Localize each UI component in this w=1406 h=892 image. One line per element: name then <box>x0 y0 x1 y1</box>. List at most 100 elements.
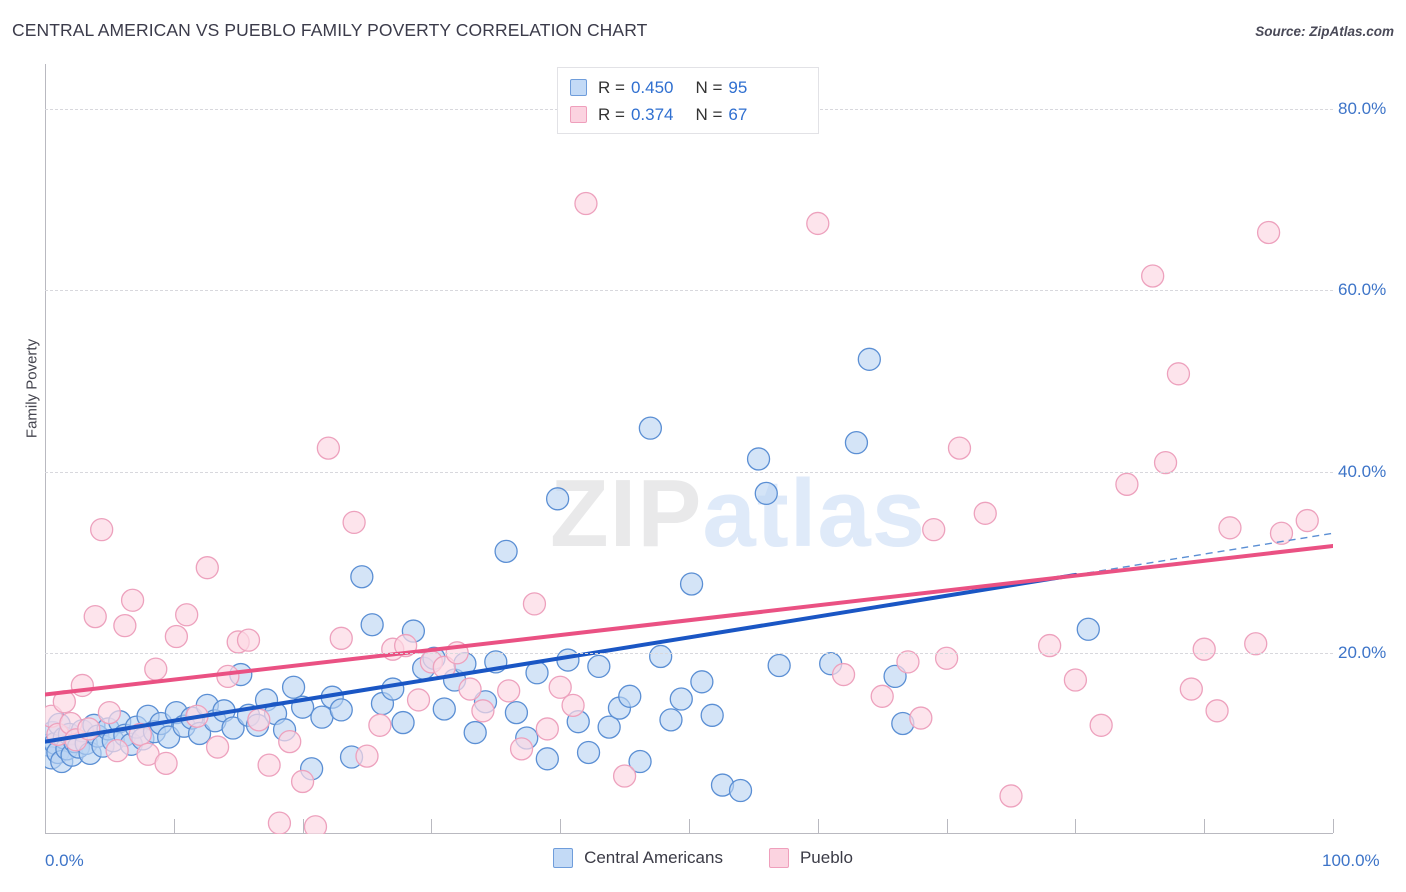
scatter-point <box>973 501 997 525</box>
scatter-point <box>535 747 559 771</box>
scatter-point <box>587 654 611 679</box>
x-tick <box>1075 819 1077 833</box>
scatter-point <box>368 713 392 737</box>
series-legend-item-pueblo[interactable]: Pueblo <box>768 848 853 868</box>
page-title: CENTRAL AMERICAN VS PUEBLO FAMILY POVERT… <box>12 20 648 40</box>
scatter-point <box>360 613 384 637</box>
series-legend-item-central-americans[interactable]: Central Americans <box>553 848 723 868</box>
n-label: N = <box>695 77 723 97</box>
scatter-point <box>278 729 302 754</box>
scatter-point <box>728 778 753 803</box>
x-tick <box>946 819 948 833</box>
scatter-point <box>1076 617 1100 641</box>
stat-row: R = 0.450 N = 95 <box>570 74 806 101</box>
scatter-point <box>1218 516 1242 540</box>
scatter-point <box>281 675 306 699</box>
r-label: R = <box>598 104 625 124</box>
scatter-point <box>1089 713 1113 737</box>
scatter-point <box>1256 220 1281 245</box>
scatter-point <box>1269 521 1294 545</box>
stat-row: R = 0.374 N = 67 <box>570 101 806 128</box>
scatter-point <box>767 653 791 678</box>
x-axis-max-label: 100.0% <box>1322 851 1380 870</box>
scatter-point <box>806 211 830 236</box>
scatter-point <box>922 517 946 542</box>
scatter-point <box>406 688 431 712</box>
scatter-point <box>70 673 94 698</box>
scatter-point <box>83 604 107 629</box>
x-tick <box>689 819 690 833</box>
scatter-point <box>659 708 683 732</box>
scatter-point <box>144 657 168 681</box>
legend-swatch <box>570 79 587 96</box>
scatter-point <box>267 811 292 834</box>
y-tick-label: 20.0% <box>1338 642 1387 662</box>
scatter-point <box>257 753 281 777</box>
scatter-point <box>896 650 920 674</box>
scatter-point <box>669 687 693 711</box>
scatter-point <box>1244 632 1268 656</box>
scatter-point <box>700 703 724 727</box>
x-tick <box>302 819 304 833</box>
scatter-point <box>350 565 374 589</box>
x-tick <box>1333 819 1334 833</box>
r-label: R = <box>598 77 625 97</box>
scatter-point <box>154 751 178 775</box>
x-axis-min-label: 0.0% <box>45 851 84 870</box>
scatter-svg <box>45 191 1333 834</box>
scatter-point <box>870 684 894 708</box>
scatter-point <box>638 416 663 440</box>
legend-swatch <box>570 106 587 123</box>
trendline-extension <box>1075 532 1333 576</box>
scatter-point <box>329 626 353 650</box>
scatter-point <box>1153 450 1178 475</box>
scatter-point <box>216 664 240 689</box>
scatter-point <box>690 670 714 694</box>
scatter-point <box>205 735 230 759</box>
scatter-point <box>458 677 482 701</box>
gridline-40 <box>45 471 1333 473</box>
scatter-point <box>612 764 637 788</box>
x-tick <box>45 819 46 833</box>
scatter-point <box>522 592 547 616</box>
r-value: 0.374 <box>630 104 674 124</box>
scatter-point <box>329 698 353 722</box>
scatter-point <box>381 677 405 701</box>
scatter-point <box>857 347 881 371</box>
scatter-point <box>934 646 959 670</box>
scatter-point <box>597 715 621 739</box>
trendline-central-americans <box>45 572 1078 744</box>
source-attribution: Source: ZipAtlas.com <box>1255 24 1394 39</box>
series-legend-label: Central Americans <box>584 848 723 867</box>
scatter-point <box>120 588 145 612</box>
n-label: N = <box>695 104 723 124</box>
scatter-point <box>1063 668 1088 692</box>
series-legend-label: Pueblo <box>799 848 853 867</box>
scatter-point <box>1192 637 1216 661</box>
x-tick <box>173 819 175 833</box>
scatter-point <box>1141 264 1165 288</box>
scatter-point <box>432 697 456 721</box>
scatter-point <box>221 716 245 740</box>
scatter-point <box>195 556 219 580</box>
scatter-point <box>494 539 518 564</box>
correlation-stats-legend: R = 0.450 N = 95 R = 0.374 N = 67 <box>557 67 819 134</box>
scatter-point <box>463 720 487 745</box>
scatter-point <box>545 487 570 511</box>
n-value: 67 <box>728 104 748 124</box>
legend-swatch <box>553 848 574 868</box>
scatter-point <box>649 644 673 669</box>
scatter-point <box>679 572 704 596</box>
y-tick-label: 40.0% <box>1338 461 1387 481</box>
scatter-point <box>1037 633 1062 658</box>
scatter-point <box>175 603 199 627</box>
scatter-point <box>535 717 559 741</box>
scatter-point <box>1166 362 1191 386</box>
scatter-point <box>561 693 585 718</box>
y-axis-line <box>45 64 46 834</box>
scatter-point <box>909 706 933 730</box>
x-tick <box>1204 819 1206 833</box>
gridline-60 <box>45 290 1333 292</box>
scatter-point <box>113 614 137 638</box>
